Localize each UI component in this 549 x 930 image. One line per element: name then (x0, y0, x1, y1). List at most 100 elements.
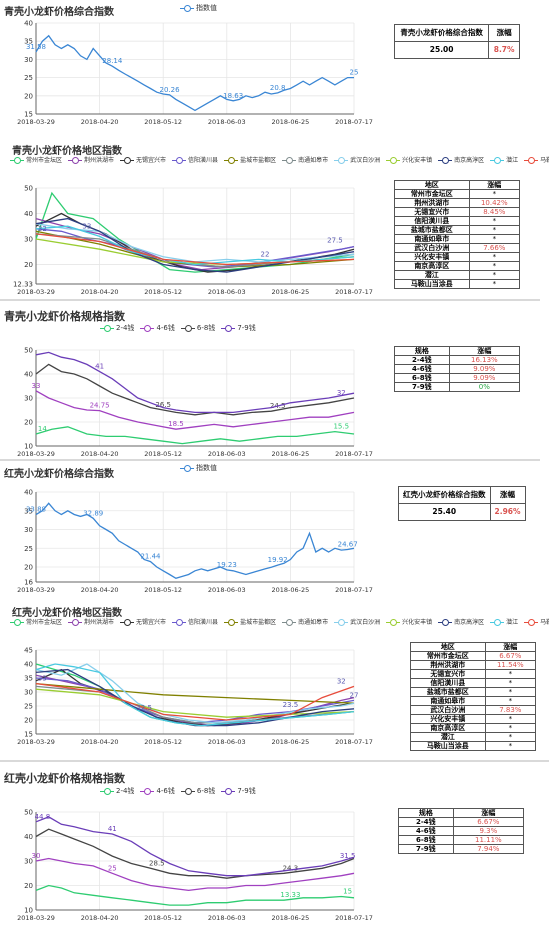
y-tick-label: 20 (24, 419, 33, 427)
data-label: 18.63 (223, 92, 243, 100)
table-row: 马鞍山当涂县 * (394, 279, 521, 289)
y-tick-label: 30 (24, 56, 33, 64)
table-cell: 4-6钱 (394, 364, 450, 374)
table-cell: * (484, 741, 537, 751)
data-label: 24.75 (90, 402, 110, 410)
table-row: 荆州洪湖市 10.42% (394, 198, 521, 208)
table-row: 6-8钱 11.11% (398, 835, 525, 845)
legend-swatch (224, 619, 239, 626)
x-tick-label: 2018-05-12 (144, 288, 182, 296)
table-row: 2-4钱 6.67% (398, 817, 525, 827)
table-cell: 兴化安丰镇 (394, 252, 470, 262)
legend-item[interactable]: 无锡宜兴市 (120, 155, 166, 166)
data-label: 20.8 (270, 84, 286, 92)
legend-label: 盐城市盐都区 (240, 619, 277, 626)
table-cell: 常州市金坛区 (394, 189, 470, 199)
legend-item[interactable]: 潜江 (490, 617, 518, 628)
y-tick-label: 30 (24, 235, 33, 243)
x-tick-label: 2018-07-17 (335, 738, 373, 746)
legend-item[interactable]: 马鞍山当涂县 (524, 617, 549, 628)
table-cell: 无锡宜兴市 (394, 207, 470, 217)
table-cell: * (484, 714, 537, 724)
legend-item[interactable]: 盐城市盐都区 (224, 617, 276, 628)
legend-item[interactable]: 6-8钱 (180, 323, 215, 333)
data-label: 31.5 (340, 852, 356, 860)
legend-item[interactable]: 兴化安丰镇 (386, 155, 432, 166)
x-tick-label: 2018-06-03 (208, 586, 246, 594)
x-tick-label: 2018-06-03 (208, 738, 246, 746)
legend-item[interactable]: 南京高淳区 (438, 155, 484, 166)
table-row: 信阳潢川县 * (394, 216, 521, 226)
legend-item[interactable]: 2-4钱 (100, 323, 134, 333)
table-cell: 2-4钱 (394, 355, 450, 365)
legend-item[interactable]: 7-9钱 (221, 323, 256, 333)
data-label: 33 (82, 222, 91, 230)
legend-item[interactable]: 信阳潢川县 (172, 155, 218, 166)
legend-item[interactable]: 南通如皋市 (282, 617, 328, 628)
data-label: 27 (350, 691, 359, 699)
legend-label: 荆州洪湖市 (84, 157, 115, 164)
legend-item[interactable]: 6-8钱 (180, 786, 215, 796)
data-label: 32.89 (83, 509, 103, 517)
table-cell: 马鞍山当涂县 (394, 279, 470, 289)
table-cell: 潜江 (394, 270, 470, 280)
series-line (35, 663, 355, 724)
table-cell: 6.67% (452, 817, 525, 827)
panel-qingke-region: 青壳小龙虾价格地区指数 常州市金坛区 荆州洪湖市 无锡宜兴市 信阳潢川县 盐城市盐都区南… (0, 140, 549, 298)
legend-item[interactable]: 无锡宜兴市 (120, 617, 166, 628)
table-cell: * (468, 270, 521, 280)
legend-item[interactable]: 南京高淳区 (438, 617, 484, 628)
data-label: 21.44 (140, 553, 161, 561)
legend-item[interactable]: 荆州洪湖市 (68, 155, 114, 166)
legend-swatch (438, 157, 453, 164)
legend-item[interactable]: 马鞍山当涂县 (524, 155, 549, 166)
chart-legend: 2-4钱 4-6钱 6-8钱 7-9钱 (100, 786, 262, 796)
series-line (35, 828, 355, 879)
legend-item[interactable]: 盐城市盐都区 (224, 155, 276, 166)
table-cell: 8.45% (468, 207, 521, 217)
legend-item[interactable]: 常州市金坛区 (10, 617, 62, 628)
table-row: 南京高淳区 * (394, 261, 521, 271)
table-cell: 常州市金坛区 (410, 651, 486, 661)
legend-item[interactable]: 指数值 (180, 463, 217, 473)
legend-item[interactable]: 4-6钱 (140, 323, 175, 333)
x-tick-label: 2018-03-29 (17, 738, 55, 746)
series-line (35, 217, 355, 273)
table-cell: * (468, 279, 521, 289)
legend-label: 2-4钱 (116, 324, 135, 332)
table-cell: * (468, 225, 521, 235)
y-tick-label: 15 (24, 111, 33, 119)
chart-title: 红壳小龙虾价格地区指数 (12, 608, 122, 619)
chart-title: 青壳小龙虾价格地区指数 (12, 146, 122, 157)
legend-item[interactable]: 潜江 (490, 155, 518, 166)
x-tick-label: 2018-04-20 (81, 288, 119, 296)
legend-swatch (180, 324, 195, 332)
data-label: 22.5 (136, 704, 152, 712)
legend-item[interactable]: 武汉白沙洲 (334, 617, 380, 628)
legend-item[interactable]: 信阳潢川县 (172, 617, 218, 628)
legend-item[interactable]: 7-9钱 (221, 786, 256, 796)
table-cell: * (484, 678, 537, 688)
legend-item[interactable]: 2-4钱 (100, 786, 134, 796)
y-tick-label: 10 (24, 443, 33, 451)
legend-swatch (438, 619, 453, 626)
legend-swatch (10, 619, 24, 626)
legend-label: 武汉白沙洲 (350, 619, 381, 626)
legend-item[interactable]: 4-6钱 (140, 786, 175, 796)
table-cell: 7-9钱 (398, 844, 454, 854)
table-cell: 6.67% (484, 651, 537, 661)
y-tick-label: 10 (24, 907, 33, 915)
legend-item[interactable]: 常州市金坛区 (10, 155, 62, 166)
legend-item[interactable]: 南通如皋市 (282, 155, 328, 166)
legend-swatch (386, 157, 401, 164)
legend-item[interactable]: 荆州洪湖市 (68, 617, 114, 628)
legend-item[interactable]: 兴化安丰镇 (386, 617, 432, 628)
legend-item[interactable]: 武汉白沙洲 (334, 155, 380, 166)
legend-label: 盐城市盐都区 (240, 157, 277, 164)
legend-item[interactable]: 指数值 (180, 3, 217, 13)
table-row: 无锡宜兴市 * (410, 669, 537, 679)
data-label: 28.5 (149, 859, 165, 867)
table-header: 地区 (410, 642, 486, 652)
legend-swatch (140, 787, 155, 795)
table-cell: 潜江 (410, 732, 486, 742)
